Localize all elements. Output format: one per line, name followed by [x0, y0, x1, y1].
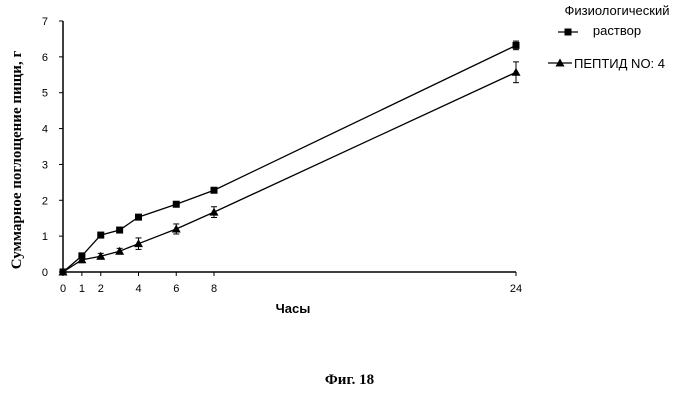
x-tick-label: 8 — [211, 283, 217, 295]
x-tick-label: 4 — [135, 283, 141, 295]
data-point — [211, 187, 218, 194]
y-tick-label: 0 — [42, 267, 48, 279]
x-tick-label: 24 — [510, 283, 522, 295]
series-line — [63, 45, 516, 272]
data-point — [97, 232, 104, 239]
legend-label-1: Физиологический — [565, 3, 670, 18]
series-line — [63, 72, 516, 272]
data-point — [512, 68, 521, 76]
y-tick-label: 2 — [42, 195, 48, 207]
y-tick-label: 6 — [42, 52, 48, 64]
y-tick-label: 5 — [42, 88, 48, 100]
legend-label-1-line2: раствор — [593, 23, 641, 38]
x-tick-label: 2 — [98, 283, 104, 295]
data-point — [115, 247, 124, 255]
series-layer — [59, 41, 521, 275]
data-point — [116, 227, 123, 234]
figure-caption: Фиг. 18 — [0, 372, 699, 389]
x-tick-label: 0 — [60, 283, 66, 295]
x-tick-label: 1 — [79, 283, 85, 295]
legend: Физиологический раствор ПЕПТИД NO: 4 — [548, 3, 670, 71]
data-point — [210, 208, 219, 216]
y-tick-label: 1 — [42, 231, 48, 243]
data-point — [173, 201, 180, 208]
food-intake-chart: 0123456701246824 Часы Суммарное поглощен… — [0, 0, 699, 360]
data-point — [172, 224, 181, 232]
data-point — [135, 214, 142, 221]
legend-marker-1 — [565, 29, 572, 36]
y-tick-label: 3 — [42, 159, 48, 171]
x-axis-label: Часы — [276, 301, 311, 316]
y-axis-label: Суммарное поглощение пищи, г — [9, 51, 25, 270]
data-point — [134, 239, 143, 247]
data-point — [513, 42, 520, 49]
y-tick-label: 4 — [42, 124, 48, 136]
series-1 — [60, 41, 520, 275]
x-tick-label: 6 — [173, 283, 179, 295]
legend-label-2: ПЕПТИД NO: 4 — [574, 56, 665, 71]
y-tick-label: 7 — [42, 16, 48, 28]
series-2 — [59, 62, 521, 276]
